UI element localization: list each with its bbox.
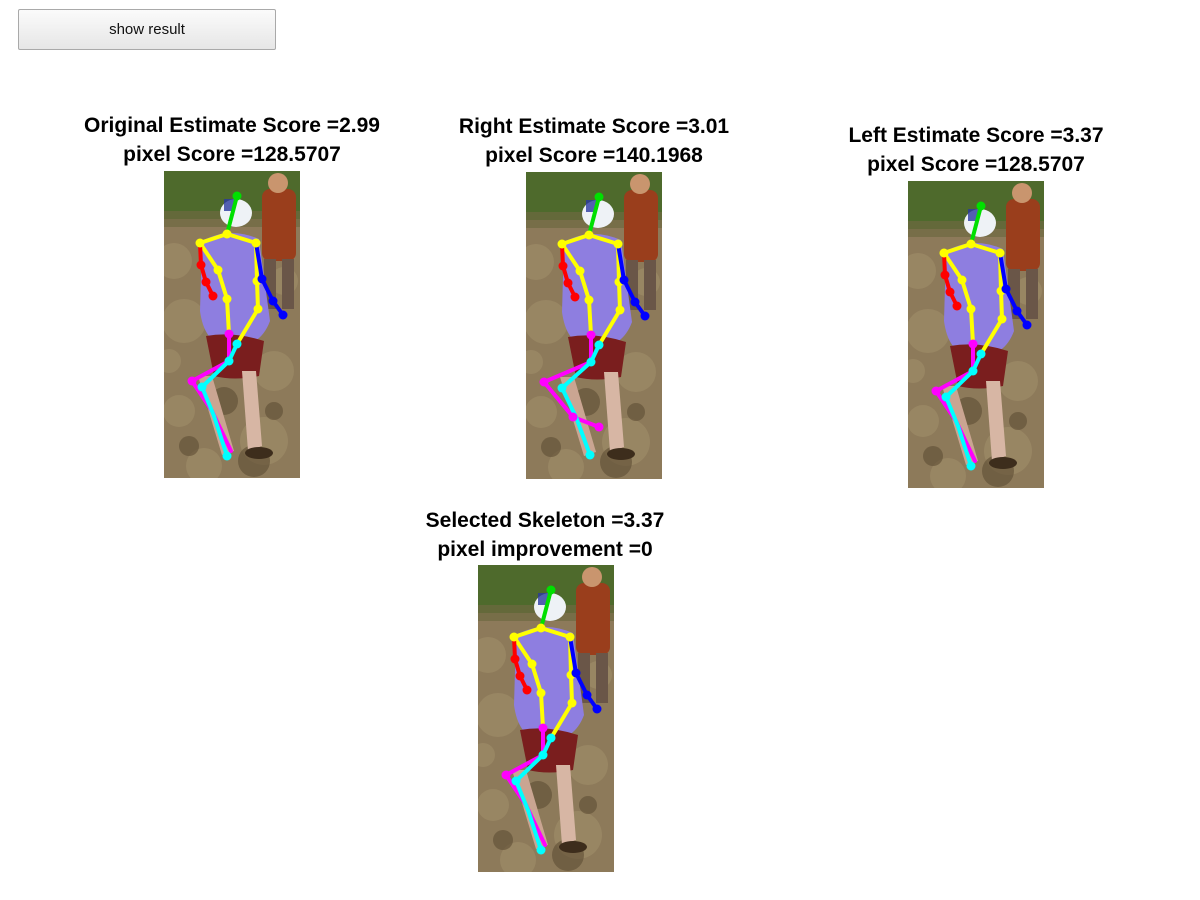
original-estimate-score: Original Estimate Score =2.99 — [84, 114, 380, 137]
pose-photo — [164, 171, 300, 478]
left-estimate-image — [908, 181, 1044, 488]
original-pixel-score: pixel Score =128.5707 — [123, 143, 341, 166]
left-estimate-title: Left Estimate Score =3.37 pixel Score =1… — [848, 121, 1103, 179]
pose-photo — [908, 181, 1044, 488]
right-estimate-title: Right Estimate Score =3.01 pixel Score =… — [459, 112, 729, 170]
pixel-improvement: pixel improvement =0 — [437, 538, 653, 561]
left-pixel-score: pixel Score =128.5707 — [867, 153, 1085, 176]
show-result-button[interactable]: show result — [18, 9, 276, 50]
selected-skeleton-score: Selected Skeleton =3.37 — [425, 509, 665, 532]
left-estimate-score: Left Estimate Score =3.37 — [848, 124, 1104, 147]
original-estimate-title: Original Estimate Score =2.99 pixel Scor… — [84, 111, 380, 169]
selected-skeleton-image — [478, 565, 614, 872]
right-estimate-score: Right Estimate Score =3.01 — [458, 115, 730, 138]
right-pixel-score: pixel Score =140.1968 — [485, 144, 703, 167]
original-estimate-image — [164, 171, 300, 478]
pose-photo — [526, 172, 662, 479]
selected-skeleton-title: Selected Skeleton =3.37 pixel improvemen… — [426, 506, 665, 564]
pose-photo — [478, 565, 614, 872]
right-estimate-image — [526, 172, 662, 479]
